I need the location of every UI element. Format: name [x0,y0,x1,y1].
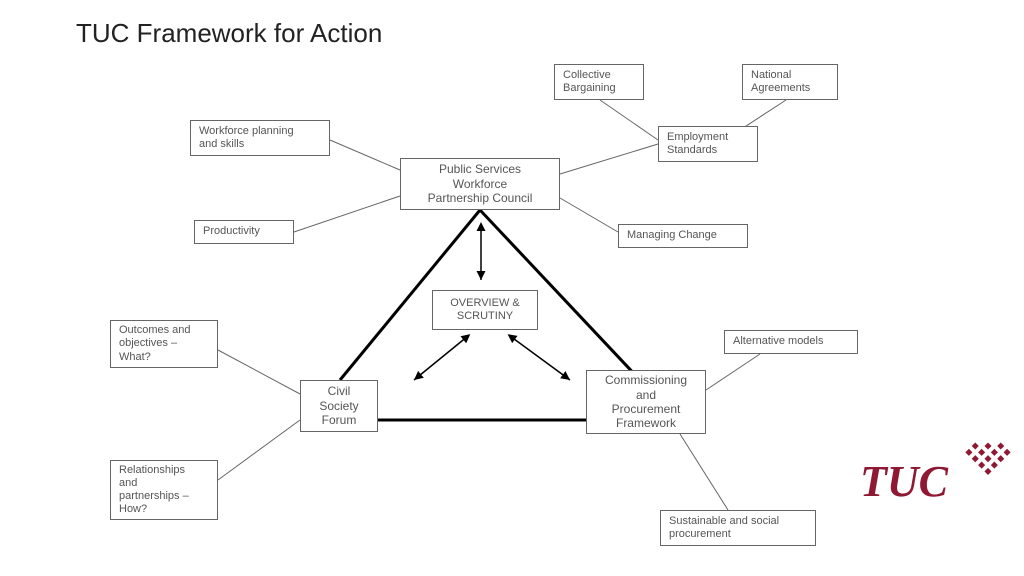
tuc-logo: TUC [860,456,948,507]
node-manchg: Managing Change [618,224,748,248]
node-prod: Productivity [194,220,294,244]
node-civil: CivilSocietyForum [300,380,378,432]
node-sustproc: Sustainable and socialprocurement [660,510,816,546]
node-comm: CommissioningandProcurementFramework [586,370,706,434]
node-overview: OVERVIEW &SCRUTINY [432,290,538,330]
node-altmod: Alternative models [724,330,858,354]
node-pswpc: Public ServicesWorkforcePartnership Coun… [400,158,560,210]
node-relpart: Relationshipsandpartnerships –How? [110,460,218,520]
tuc-logo-text: TUC [860,457,948,506]
node-outobj: Outcomes andobjectives –What? [110,320,218,368]
node-natagr: NationalAgreements [742,64,838,100]
node-collbarg: CollectiveBargaining [554,64,644,100]
node-empstd: EmploymentStandards [658,126,758,162]
page-title: TUC Framework for Action [76,18,382,49]
node-wfplan: Workforce planningand skills [190,120,330,156]
